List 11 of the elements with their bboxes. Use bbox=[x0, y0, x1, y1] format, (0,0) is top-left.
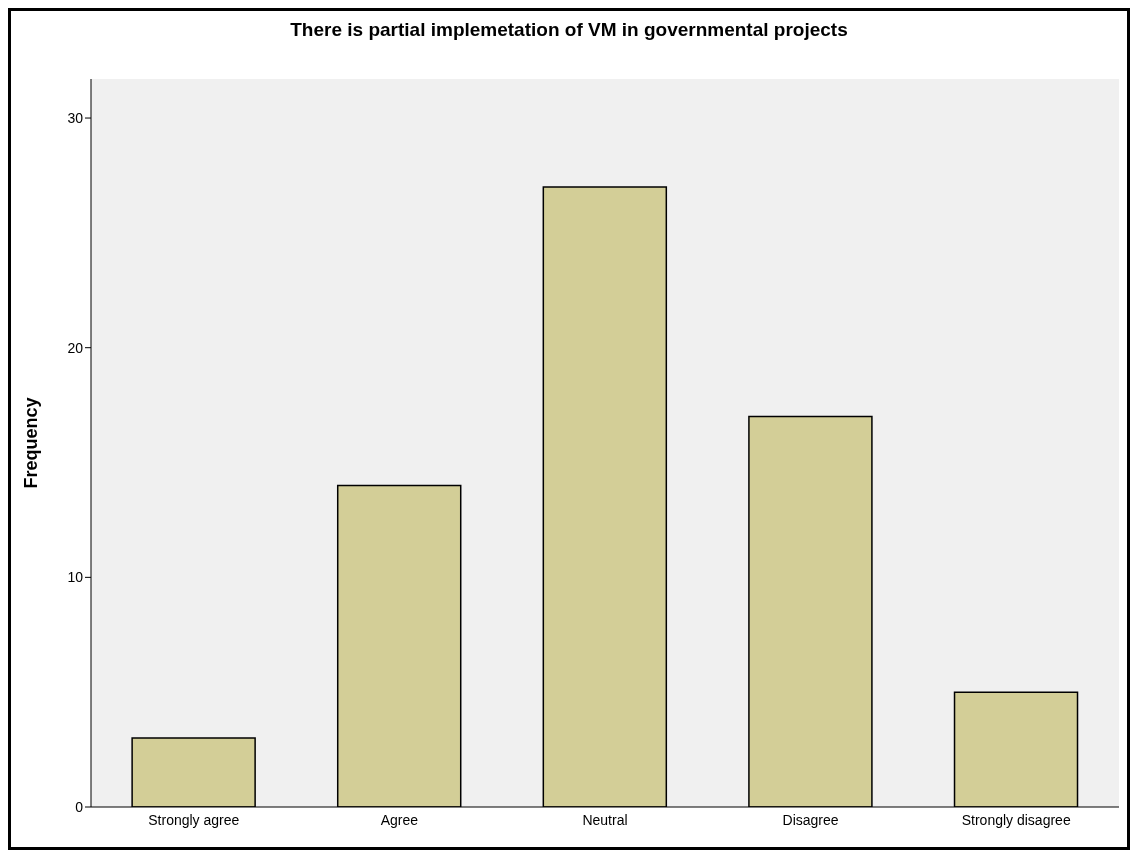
y-tick-label: 0 bbox=[75, 798, 84, 815]
x-tick-label: Agree bbox=[380, 811, 419, 828]
y-tick-label: 10 bbox=[67, 569, 84, 586]
x-tick-label: Strongly disagree bbox=[961, 811, 1071, 828]
x-tick-label: Strongly agree bbox=[148, 811, 240, 828]
y-axis-title: Frequency bbox=[21, 397, 42, 489]
y-tick-label: 30 bbox=[67, 110, 84, 127]
y-tick-label: 20 bbox=[67, 339, 84, 356]
x-tick-label: Neutral bbox=[582, 811, 628, 828]
chart-title: There is partial implemetation of VM in governmental projects bbox=[289, 19, 849, 41]
x-tick-label: Disagree bbox=[782, 811, 839, 828]
